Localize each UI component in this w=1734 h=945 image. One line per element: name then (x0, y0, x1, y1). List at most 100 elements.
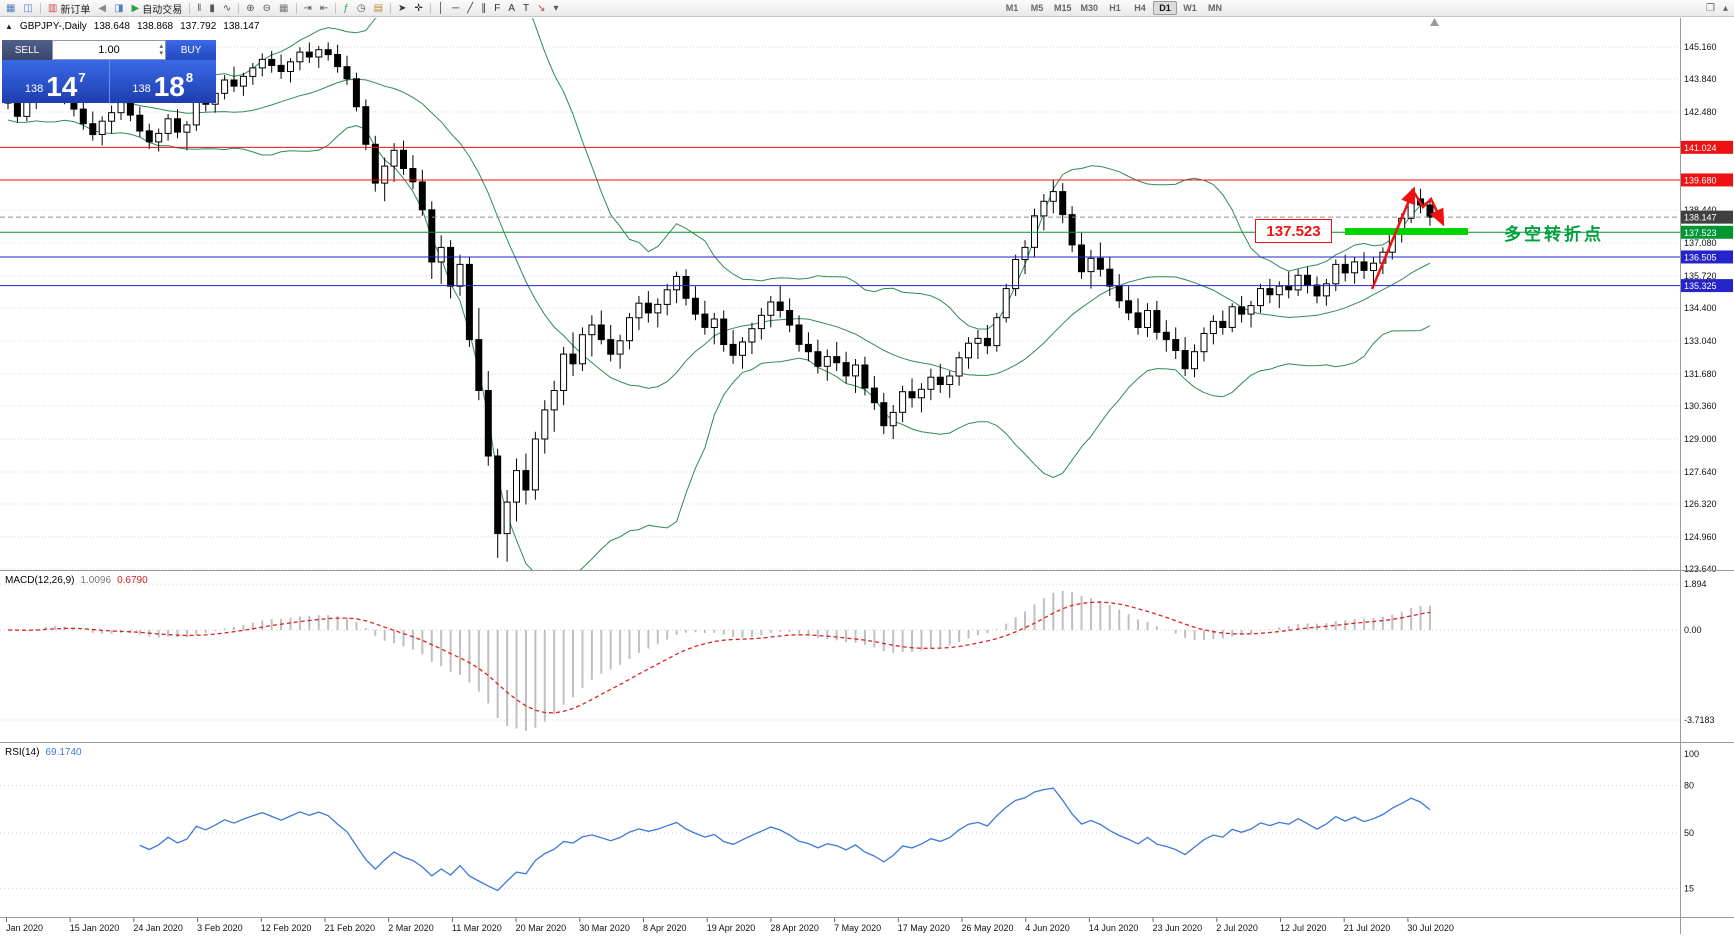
timeframe-m30-button[interactable]: M30 (1080, 3, 1099, 13)
timeframe-m15-button[interactable]: M15 (1054, 3, 1072, 13)
candle (1068, 214, 1076, 246)
new-order-button[interactable]: ▥ 新订单 (44, 1, 94, 16)
volume-up-icon[interactable]: ▴ (159, 43, 163, 50)
buy-price-panel[interactable]: 138 18 8 (109, 60, 216, 103)
candle (578, 334, 586, 365)
price-axis-label: 127.640 (1684, 467, 1717, 477)
timeframe-w1-button[interactable]: W1 (1183, 3, 1197, 13)
volume-input[interactable]: 1.00 (98, 44, 120, 56)
timeframe-h4-button[interactable]: H4 (1134, 3, 1146, 13)
label-icon[interactable]: T (519, 1, 533, 16)
candle (513, 470, 520, 503)
tools-dropdown-icon[interactable]: ▾ (549, 1, 562, 16)
candle (1125, 300, 1133, 314)
candlestick-mode-icon[interactable]: ▮ (205, 1, 219, 16)
support-zone-bar[interactable] (1345, 228, 1468, 235)
price-axis-label: 137.080 (1684, 238, 1717, 248)
candle (917, 388, 925, 399)
candle (428, 209, 436, 263)
zoom-in-icon: ⊕ (246, 2, 255, 14)
candle (465, 263, 473, 341)
down-reversal-arrow[interactable] (1410, 188, 1445, 227)
crosshair-icon[interactable]: ✛ (410, 1, 426, 16)
price-axis[interactable] (1680, 18, 1734, 918)
one-click-collapse-icon[interactable]: ▲ (5, 22, 13, 31)
candle (98, 120, 106, 135)
layout-icon[interactable]: ❐ (1706, 3, 1715, 14)
channel-icon[interactable]: ∥ (477, 1, 490, 16)
timeframe-toolbar: M1 M5 M15 M30 H1 H4 D1 W1 MN (1000, 1, 1227, 15)
sell-button[interactable]: SELL (2, 40, 52, 60)
new-chart-icon[interactable]: ◨ (110, 1, 127, 16)
market-watch-icon[interactable]: ◫ (19, 1, 36, 16)
candle (13, 102, 21, 117)
timeframe-d1-button[interactable]: D1 (1153, 1, 1178, 15)
date-axis-label: 11 Mar 2020 (452, 923, 502, 933)
trendline-icon[interactable]: ╱ (463, 1, 477, 16)
rsi-name: RSI(14) (5, 747, 40, 758)
candle (541, 409, 549, 440)
toolbar: ▦ ◫ ▥ 新订单 ◀ ◨ ▶ 自动交易 ‖ ▮ ∿ ⊕ ⊖ ▦ ⇥ ⇤ ƒ ◷ ▤ ➤ ✛ │ ─ ╱ ∥ F A T ↘ ▾ M1 M5… (0, 0, 1734, 17)
up-trend-arrow[interactable] (1370, 186, 1416, 290)
sell-price-panel[interactable]: 138 14 7 (2, 60, 110, 103)
candle (239, 75, 247, 87)
zoom-in-icon[interactable]: ⊕ (242, 1, 258, 16)
text-icon[interactable]: A (504, 1, 519, 16)
candle (1012, 259, 1020, 290)
volume-down-icon[interactable]: ▾ (159, 50, 163, 57)
date-axis[interactable] (0, 918, 1734, 945)
bar-chart-mode-icon: ‖ (197, 2, 202, 14)
sell-price-big: 14 (46, 71, 78, 103)
chart-note-text[interactable]: 多空转折点 (1504, 225, 1604, 244)
line-chart-mode-icon: ∿ (222, 2, 232, 14)
price-axis-label: 124.960 (1684, 532, 1717, 542)
charts-window-icon[interactable]: ▦ (2, 1, 19, 16)
candle (1360, 261, 1368, 271)
zoom-out-icon[interactable]: ⊖ (259, 1, 275, 16)
collapse-toolbar-icon[interactable]: ▴ (1722, 3, 1728, 14)
arrow-tools-icon[interactable]: ↘ (533, 1, 549, 16)
line-chart-mode-icon[interactable]: ∿ (219, 1, 235, 16)
candle (1144, 310, 1151, 328)
candle (1370, 262, 1377, 272)
candle (955, 357, 963, 377)
timeframe-mn-button[interactable]: MN (1208, 3, 1223, 13)
volume-control[interactable]: 1.00 ▴ ▾ (52, 40, 166, 60)
macd-axis-label: 1.894 (1684, 579, 1707, 589)
tile-windows-icon[interactable]: ▦ (275, 1, 292, 16)
candle (607, 339, 615, 355)
candle (569, 353, 577, 365)
candle (1219, 320, 1227, 328)
timeframe-m5-button[interactable]: M5 (1030, 3, 1044, 13)
price-level-label[interactable]: 137.523 (1255, 219, 1332, 243)
templates-icon[interactable]: ▤ (370, 1, 387, 16)
bar-chart-mode-icon[interactable]: ‖ (193, 1, 205, 16)
candle (635, 302, 643, 319)
indicators-icon[interactable]: ƒ (339, 1, 353, 16)
candle (1087, 257, 1095, 273)
auto-trading-button[interactable]: ▶ 自动交易 (128, 1, 187, 16)
chart-shift-icon[interactable]: ⇤ (316, 1, 332, 16)
volume-spinner[interactable]: ▴ ▾ (159, 41, 163, 59)
sound-icon[interactable]: ◀ (94, 1, 110, 16)
date-axis-label: 26 May 2020 (962, 923, 1014, 933)
macd-indicator-label: MACD(12,26,9) 1.0096 0.6790 (5, 575, 148, 586)
timeframe-h1-button[interactable]: H1 (1109, 3, 1121, 13)
candle (729, 343, 737, 356)
toolbar-right-group: ❐ ▴ (1706, 1, 1728, 16)
candle (814, 351, 822, 367)
vertical-line-icon[interactable]: │ (434, 1, 448, 16)
timeframe-m1-button[interactable]: M1 (1005, 3, 1019, 13)
date-axis-label: 30 Jul 2020 (1407, 923, 1454, 933)
fibonacci-icon[interactable]: F (490, 1, 504, 16)
buy-button[interactable]: BUY (166, 40, 216, 60)
date-axis-label: 2 Jul 2020 (1216, 923, 1258, 933)
auto-scroll-icon[interactable]: ⇥ (300, 1, 316, 16)
horizontal-line-icon[interactable]: ─ (448, 1, 463, 16)
candle (748, 328, 756, 343)
cursor-icon[interactable]: ➤ (394, 1, 410, 16)
date-axis-label: 21 Feb 2020 (325, 923, 376, 933)
periods-icon[interactable]: ◷ (353, 1, 370, 16)
rsi-axis-label: 15 (1684, 883, 1694, 893)
